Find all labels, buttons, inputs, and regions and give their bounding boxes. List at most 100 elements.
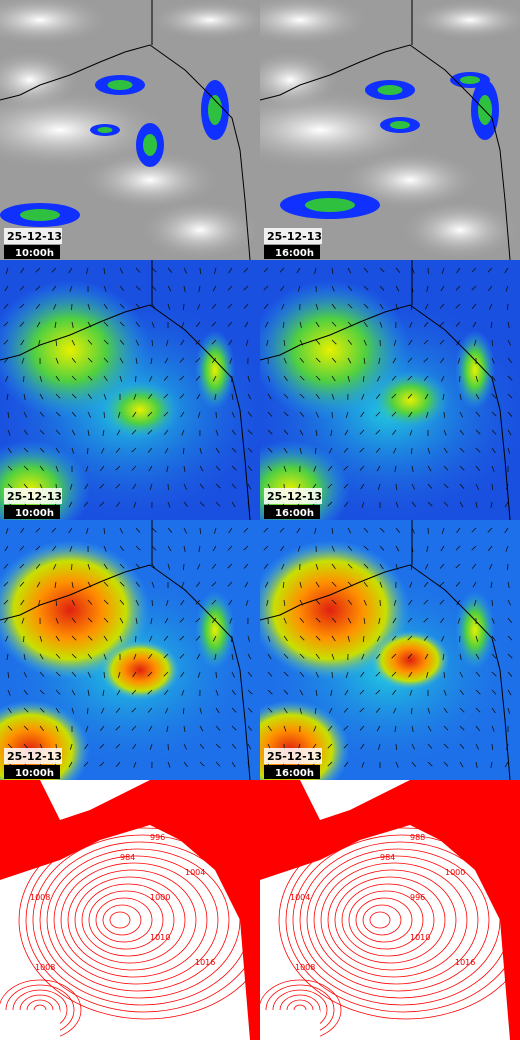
wind-arrow [391, 653, 397, 659]
wind-arrow [135, 581, 140, 587]
wind-arrow [331, 357, 337, 363]
wind-arrow [180, 411, 185, 418]
cloud [340, 150, 480, 210]
wind-arrow [39, 635, 43, 642]
wind-arrow [440, 545, 445, 552]
wind-arrow [23, 671, 28, 678]
wind-arrow [119, 527, 124, 534]
wind-arrow [263, 267, 269, 273]
wind-arrow [55, 375, 60, 382]
cloud [260, 0, 370, 45]
wind-arrow [214, 393, 217, 400]
isobar [260, 979, 342, 1040]
wind-arrow [71, 653, 77, 659]
wind-arrow [375, 447, 381, 453]
wind-arrow [20, 339, 25, 346]
wind-arrow [101, 707, 105, 714]
wind-arrow [491, 339, 494, 347]
wind-arrow [199, 761, 205, 767]
wind-arrow [378, 357, 381, 364]
wind-arrow [439, 563, 445, 569]
wind-arrow [231, 689, 236, 696]
wind-arrow [195, 357, 201, 363]
wind-arrow [119, 303, 125, 309]
wind-arrow [39, 671, 45, 677]
wind-arrow [180, 339, 185, 346]
wind-arrow [39, 447, 45, 453]
wind-arrow [379, 285, 385, 291]
wind-arrow [459, 447, 465, 453]
wind-arrow [55, 689, 61, 695]
wind-arrow [38, 599, 41, 606]
wind-arrow [315, 653, 320, 660]
wind-arrow [299, 357, 305, 363]
wind-field [370, 370, 450, 430]
wind-arrow [55, 599, 58, 607]
wind-arrow [212, 375, 217, 382]
wind-arrow [283, 707, 288, 714]
wind-arrow [376, 465, 381, 472]
wind-arrow [55, 411, 61, 417]
wind-arrow [211, 617, 217, 623]
wind-arrow [167, 267, 173, 273]
isobar-label: 1000 [150, 893, 170, 902]
wind-arrow [119, 357, 124, 364]
wind-arrow [507, 393, 513, 399]
wind-arrow [132, 671, 137, 678]
wind-arrow [267, 689, 273, 695]
wind-arrow [198, 285, 201, 292]
wind-arrow [199, 267, 201, 275]
panel-content [0, 260, 260, 520]
wind-arrow [215, 725, 221, 731]
wind-arrow [455, 563, 461, 569]
wind-arrow [99, 761, 105, 767]
wind-arrow [7, 465, 13, 471]
wind-arrow [181, 321, 185, 328]
wind-arrow [132, 411, 137, 418]
isobar-label: 1000 [445, 868, 465, 877]
wind-arrow [409, 689, 413, 696]
wind-arrow [408, 599, 413, 606]
wind-arrow [411, 483, 416, 490]
wind-arrow [55, 447, 60, 454]
wind-arrow [167, 527, 173, 533]
isobar [341, 883, 435, 957]
wind-arrow [379, 267, 385, 273]
wind-arrow [119, 375, 123, 382]
wind-arrow [491, 725, 495, 732]
wind-arrow [411, 725, 414, 732]
wind-arrow [183, 465, 186, 472]
wind-arrow [475, 653, 480, 660]
wind-arrow [505, 545, 509, 552]
wind-arrow [347, 357, 352, 364]
wind-arrow [441, 267, 445, 274]
wind-arrow [52, 545, 57, 552]
wind-arrow [507, 339, 512, 346]
wind-arrow [504, 267, 509, 274]
wind-arrow [84, 483, 89, 490]
wind-arrow [343, 465, 349, 471]
wind-arrow [211, 599, 217, 605]
wind-arrow [345, 411, 349, 418]
blank-area [0, 1010, 60, 1040]
wind-arrow [443, 761, 449, 767]
wind-arrow [147, 671, 153, 677]
wind-arrow [347, 285, 353, 291]
wind-arrow [283, 393, 289, 399]
wind-arrow [299, 375, 305, 381]
wind-arrow [491, 465, 495, 472]
wind-arrow [490, 321, 493, 328]
wind-arrow [459, 501, 464, 508]
wind-arrow [199, 707, 202, 714]
land [0, 780, 260, 1040]
wind-arrow [231, 761, 236, 768]
wind-arrow [392, 357, 397, 364]
wind-arrow [7, 447, 12, 454]
wind-arrow [491, 393, 497, 399]
wind-arrow [116, 689, 121, 696]
wind-arrow [459, 653, 462, 660]
wind-arrow [55, 671, 61, 677]
wind-arrow [71, 393, 77, 399]
wind-arrow [133, 761, 137, 768]
